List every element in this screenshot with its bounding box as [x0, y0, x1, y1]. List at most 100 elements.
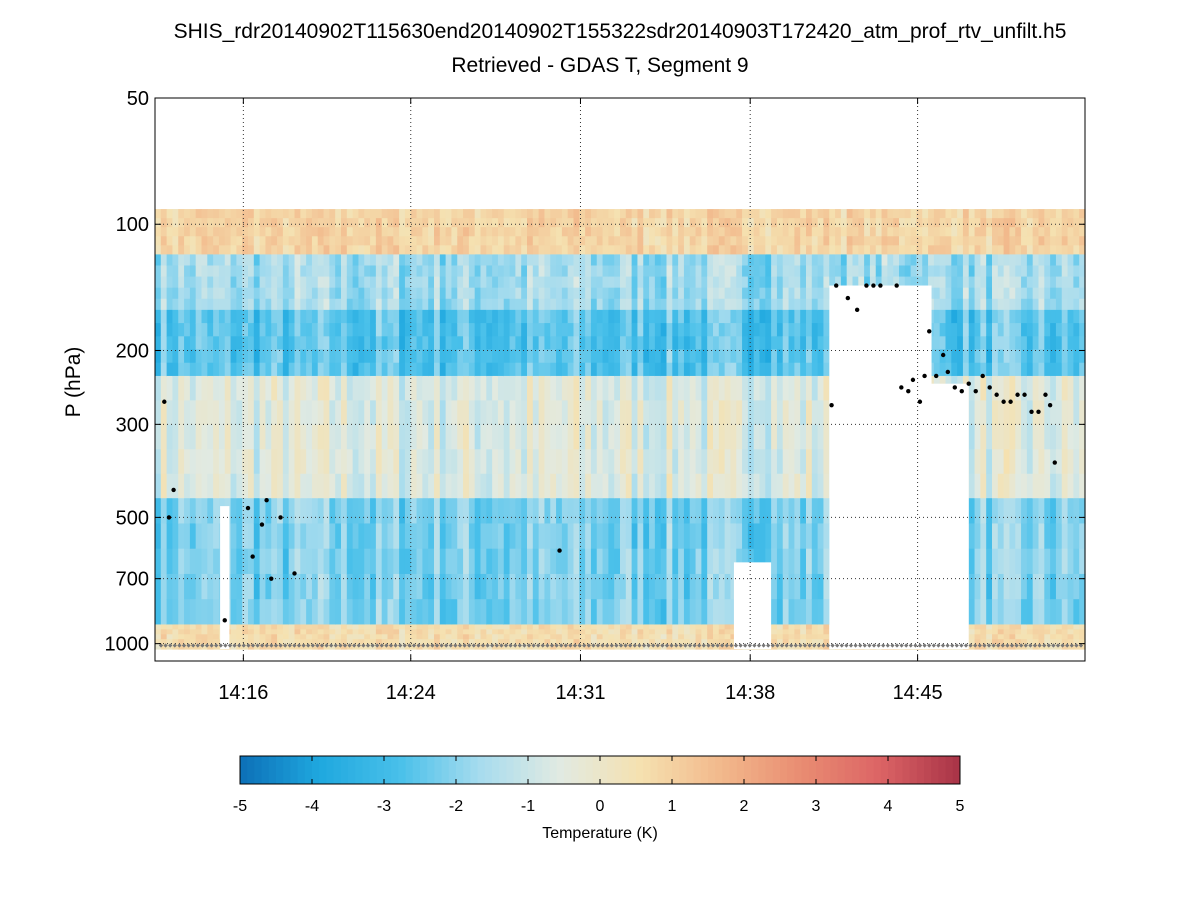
surface-marker — [223, 643, 228, 648]
heatmap-cell — [323, 209, 330, 219]
heatmap-cell — [561, 349, 569, 364]
heatmap-cell — [416, 639, 423, 645]
heatmap-cell — [590, 276, 598, 289]
heatmap-cell — [887, 227, 894, 237]
heatmap-cell — [986, 236, 993, 246]
heatmap-cell — [463, 265, 470, 278]
heatmap-cell — [201, 236, 208, 246]
heatmap-cell — [1003, 276, 1011, 289]
heatmap-cell — [683, 245, 691, 255]
heatmap-cell — [561, 424, 569, 450]
heatmap-cell — [823, 634, 830, 640]
heatmap-cell — [788, 573, 795, 600]
heatmap-cell — [503, 218, 511, 228]
heatmap-cell — [422, 644, 429, 650]
heatmap-cell — [556, 287, 563, 300]
heatmap-cell — [782, 424, 790, 450]
heatmap-cell — [399, 449, 406, 475]
heatmap-cell — [277, 498, 284, 525]
heatmap-cell — [248, 624, 255, 630]
surface-marker — [706, 643, 711, 648]
heatmap-cell — [259, 629, 267, 635]
heatmap-cell — [823, 323, 830, 337]
heatmap-cell — [207, 599, 214, 626]
heatmap-cell — [532, 424, 540, 450]
heatmap-cell — [974, 209, 981, 219]
heatmap-cell — [660, 236, 668, 246]
heatmap-cell — [701, 375, 708, 401]
heatmap-cell — [718, 498, 726, 525]
heatmap-cell — [497, 548, 505, 575]
heatmap-cell — [532, 218, 540, 228]
heatmap-cell — [468, 323, 476, 337]
heatmap-cell — [724, 375, 732, 401]
surface-marker — [480, 643, 486, 648]
heatmap-cell — [585, 599, 592, 626]
heatmap-cell — [776, 449, 784, 475]
heatmap-cell — [503, 624, 511, 630]
heatmap-cell — [986, 227, 993, 237]
heatmap-cell — [974, 634, 981, 640]
heatmap-cell — [678, 276, 685, 289]
heatmap-cell — [782, 336, 790, 351]
heatmap-cell — [945, 227, 952, 237]
heatmap-cell — [393, 599, 400, 626]
heatmap-cell — [579, 218, 586, 228]
heatmap-cell — [800, 573, 807, 600]
heatmap-cell — [364, 287, 371, 300]
heatmap-cell — [404, 473, 412, 499]
heatmap-cell — [1032, 236, 1040, 246]
heatmap-cell — [689, 629, 697, 635]
heatmap-cell — [184, 287, 191, 300]
heatmap-cell — [416, 287, 423, 300]
heatmap-cell — [375, 276, 383, 289]
heatmap-cell — [271, 400, 278, 426]
heatmap-cell — [713, 209, 720, 219]
heatmap-cell — [556, 349, 563, 364]
heatmap-cell — [521, 254, 528, 267]
heatmap-cell — [724, 644, 732, 650]
heatmap-cell — [277, 573, 284, 600]
heatmap-cell — [672, 298, 679, 311]
heatmap-cell — [515, 644, 522, 650]
heatmap-cell — [1079, 336, 1086, 351]
heatmap-cell — [515, 424, 522, 450]
heatmap-cell — [1003, 287, 1011, 300]
heatmap-cell — [776, 236, 784, 246]
surface-marker — [365, 643, 371, 648]
heatmap-cell — [707, 449, 714, 475]
heatmap-cell — [579, 400, 586, 426]
heatmap-cell — [323, 375, 330, 401]
heatmap-cell — [422, 400, 429, 426]
heatmap-cell — [561, 548, 569, 575]
heatmap-cell — [236, 236, 243, 246]
heatmap-cell — [701, 449, 708, 475]
heatmap-cell — [730, 349, 737, 364]
heatmap-cell — [951, 236, 958, 246]
heatmap-cell — [974, 639, 981, 645]
heatmap-cell — [155, 400, 162, 426]
heatmap-cell — [817, 227, 825, 237]
heatmap-cell — [1067, 629, 1074, 635]
heatmap-cell — [236, 629, 243, 635]
heatmap-cell — [463, 336, 470, 351]
heatmap-cell — [236, 287, 243, 300]
cloud-top-marker — [1052, 460, 1057, 465]
heatmap-cell — [922, 276, 929, 289]
heatmap-cell — [497, 323, 505, 337]
heatmap-cell — [184, 624, 191, 630]
heatmap-cell — [416, 449, 423, 475]
heatmap-cell — [817, 644, 825, 650]
heatmap-cell — [678, 400, 685, 426]
heatmap-cell — [236, 309, 243, 324]
heatmap-cell — [271, 498, 278, 525]
heatmap-cell — [341, 424, 348, 450]
heatmap-cell — [869, 254, 877, 267]
heatmap-cell — [556, 265, 563, 278]
heatmap-cell — [271, 276, 278, 289]
surface-marker — [582, 643, 587, 648]
heatmap-cell — [358, 644, 365, 650]
heatmap-cell — [265, 400, 272, 426]
heatmap-cell — [550, 629, 557, 635]
heatmap-cell — [294, 473, 301, 499]
